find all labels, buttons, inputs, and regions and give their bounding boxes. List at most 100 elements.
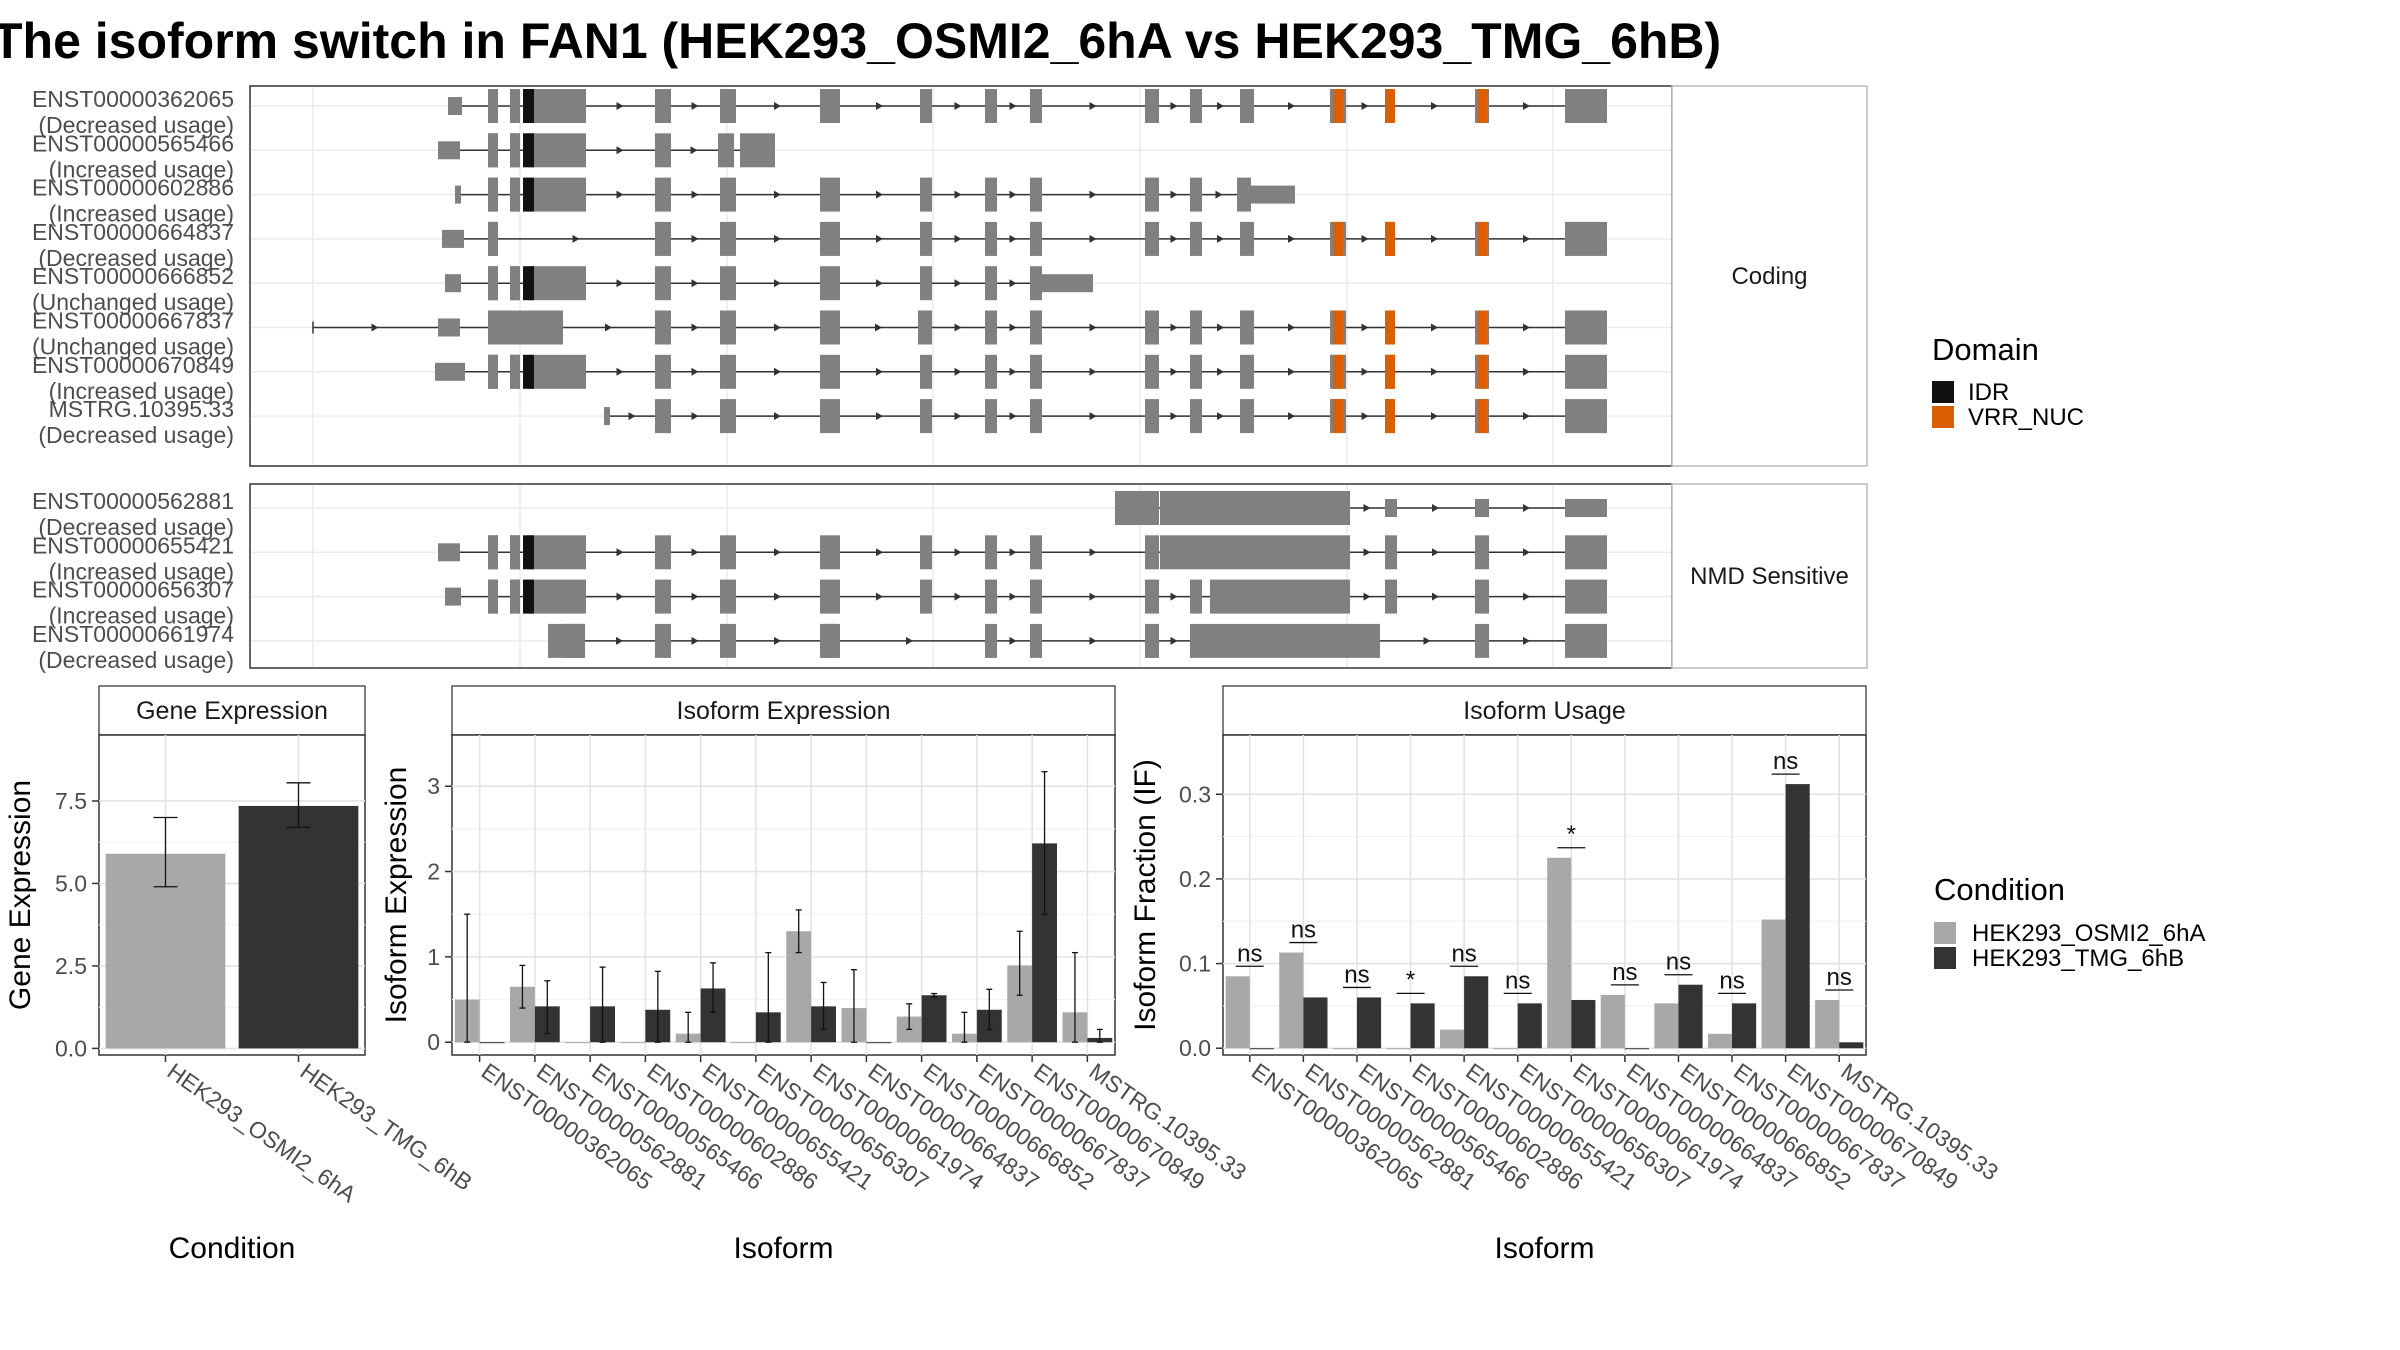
- direction-arrow: [954, 234, 962, 243]
- direction-arrow: [1089, 190, 1097, 199]
- exon-coding: [918, 310, 932, 345]
- y-tick-label: 2: [427, 859, 440, 885]
- y-tick-label: 1: [427, 944, 440, 970]
- exon-coding: [1030, 535, 1042, 570]
- bar: [1332, 1048, 1357, 1050]
- panel-label-2: NMD Sensitive: [1690, 563, 1849, 590]
- direction-arrow: [605, 323, 612, 332]
- exon-coding: [1145, 177, 1159, 212]
- y-tick-label: 0.0: [1179, 1035, 1211, 1061]
- condition-legend-swatch: [1934, 922, 1956, 944]
- exon-coding: [1160, 491, 1350, 525]
- idr-domain: [523, 89, 534, 123]
- exon-coding: [985, 177, 997, 212]
- transcript-usage-label: (Decreased usage): [38, 245, 234, 271]
- chart-panel: [451, 734, 1116, 1056]
- exon-coding: [528, 89, 586, 123]
- exon-coding: [920, 354, 932, 389]
- direction-arrow: [691, 234, 699, 243]
- direction-arrow: [876, 592, 883, 601]
- direction-arrow: [1523, 323, 1530, 332]
- exon-coding: [1240, 354, 1254, 389]
- domain-legend-swatch: [1932, 381, 1954, 403]
- chart-title-strip: [1222, 685, 1867, 736]
- exon-utr: [438, 318, 460, 337]
- direction-arrow: [774, 323, 781, 332]
- vrr-nuc-domain: [1333, 399, 1343, 434]
- exon-coding: [1145, 221, 1159, 256]
- direction-arrow: [1217, 102, 1224, 110]
- exon-coding: [985, 221, 997, 256]
- bar: [565, 1042, 591, 1044]
- exon-coding: [1190, 221, 1202, 256]
- exon-coding: [1475, 623, 1489, 658]
- significance-label: ns: [1237, 940, 1262, 967]
- transcript-row-MSTRG.10395.33: MSTRG.10395.33(Decreased usage): [38, 396, 1671, 448]
- bar: [921, 995, 947, 1043]
- exon-coding: [1190, 89, 1202, 123]
- transcript-id-label: ENST00000362065: [32, 86, 234, 112]
- significance-label: ns: [1612, 959, 1637, 986]
- direction-arrow: [1009, 102, 1017, 110]
- exon-coding: [1240, 89, 1254, 123]
- exon-coding: [1190, 310, 1202, 345]
- direction-arrow: [876, 367, 883, 376]
- idr-domain: [523, 177, 534, 212]
- exon-coding: [528, 579, 586, 614]
- exon-coding: [1145, 354, 1159, 389]
- exon-coding: [528, 133, 586, 168]
- direction-arrow: [616, 367, 624, 376]
- direction-arrow: [691, 592, 699, 601]
- exon-coding: [920, 399, 932, 434]
- direction-arrow: [690, 146, 698, 155]
- direction-arrow: [1009, 367, 1017, 376]
- direction-arrow: [1431, 412, 1438, 421]
- x-axis-title: Isoform: [1494, 1232, 1594, 1265]
- vrr-nuc-domain: [1385, 310, 1395, 345]
- exon-coding: [920, 266, 932, 301]
- exon-coding: [488, 89, 498, 123]
- exon-coding: [1237, 177, 1251, 212]
- exon-coding: [655, 354, 671, 389]
- exon-coding: [655, 310, 671, 345]
- condition-legend-label: HEK293_TMG_6hB: [1972, 945, 2184, 972]
- exon-coding: [1190, 579, 1202, 614]
- chart-title: Isoform Usage: [1463, 697, 1626, 725]
- transcript-usage-label: (Decreased usage): [38, 514, 234, 540]
- chart-title: Gene Expression: [136, 697, 328, 725]
- direction-arrow: [616, 146, 624, 155]
- exon-coding: [920, 177, 932, 212]
- exon-coding: [985, 310, 997, 345]
- direction-arrow: [628, 412, 636, 421]
- exon-utr: [1250, 185, 1295, 204]
- direction-arrow: [1215, 190, 1223, 199]
- idr-domain: [523, 535, 534, 570]
- bar: [1732, 1003, 1757, 1049]
- direction-arrow: [954, 367, 962, 376]
- direction-arrow: [1170, 367, 1178, 376]
- direction-arrow: [1170, 102, 1178, 110]
- exon-coding: [820, 579, 840, 614]
- exon-coding: [655, 221, 671, 256]
- transcript-usage-label: (Increased usage): [49, 378, 234, 404]
- direction-arrow: [616, 592, 624, 601]
- bar: [1654, 1003, 1679, 1049]
- y-tick-label: 3: [427, 773, 440, 799]
- transcript-row-ENST00000670849: ENST00000670849(Increased usage): [32, 352, 1671, 404]
- significance-label: *: [1567, 821, 1576, 848]
- transcript-row-ENST00000666852: ENST00000666852(Unchanged usage): [32, 263, 1671, 315]
- direction-arrow: [1089, 102, 1097, 110]
- exon-coding: [1030, 177, 1042, 212]
- transcript-row-ENST00000667837: ENST00000667837(Unchanged usage): [32, 308, 1671, 360]
- direction-arrow: [876, 279, 883, 288]
- direction-arrow: [954, 412, 962, 421]
- exon-coding: [488, 133, 498, 168]
- exon-coding: [655, 399, 671, 434]
- domain-legend-label: IDR: [1968, 379, 2009, 406]
- y-tick-label: 5.0: [55, 870, 87, 896]
- direction-arrow: [774, 279, 781, 288]
- direction-arrow: [774, 592, 781, 601]
- bar: [1547, 857, 1572, 1049]
- direction-arrow: [774, 412, 781, 421]
- exon-coding: [510, 89, 520, 123]
